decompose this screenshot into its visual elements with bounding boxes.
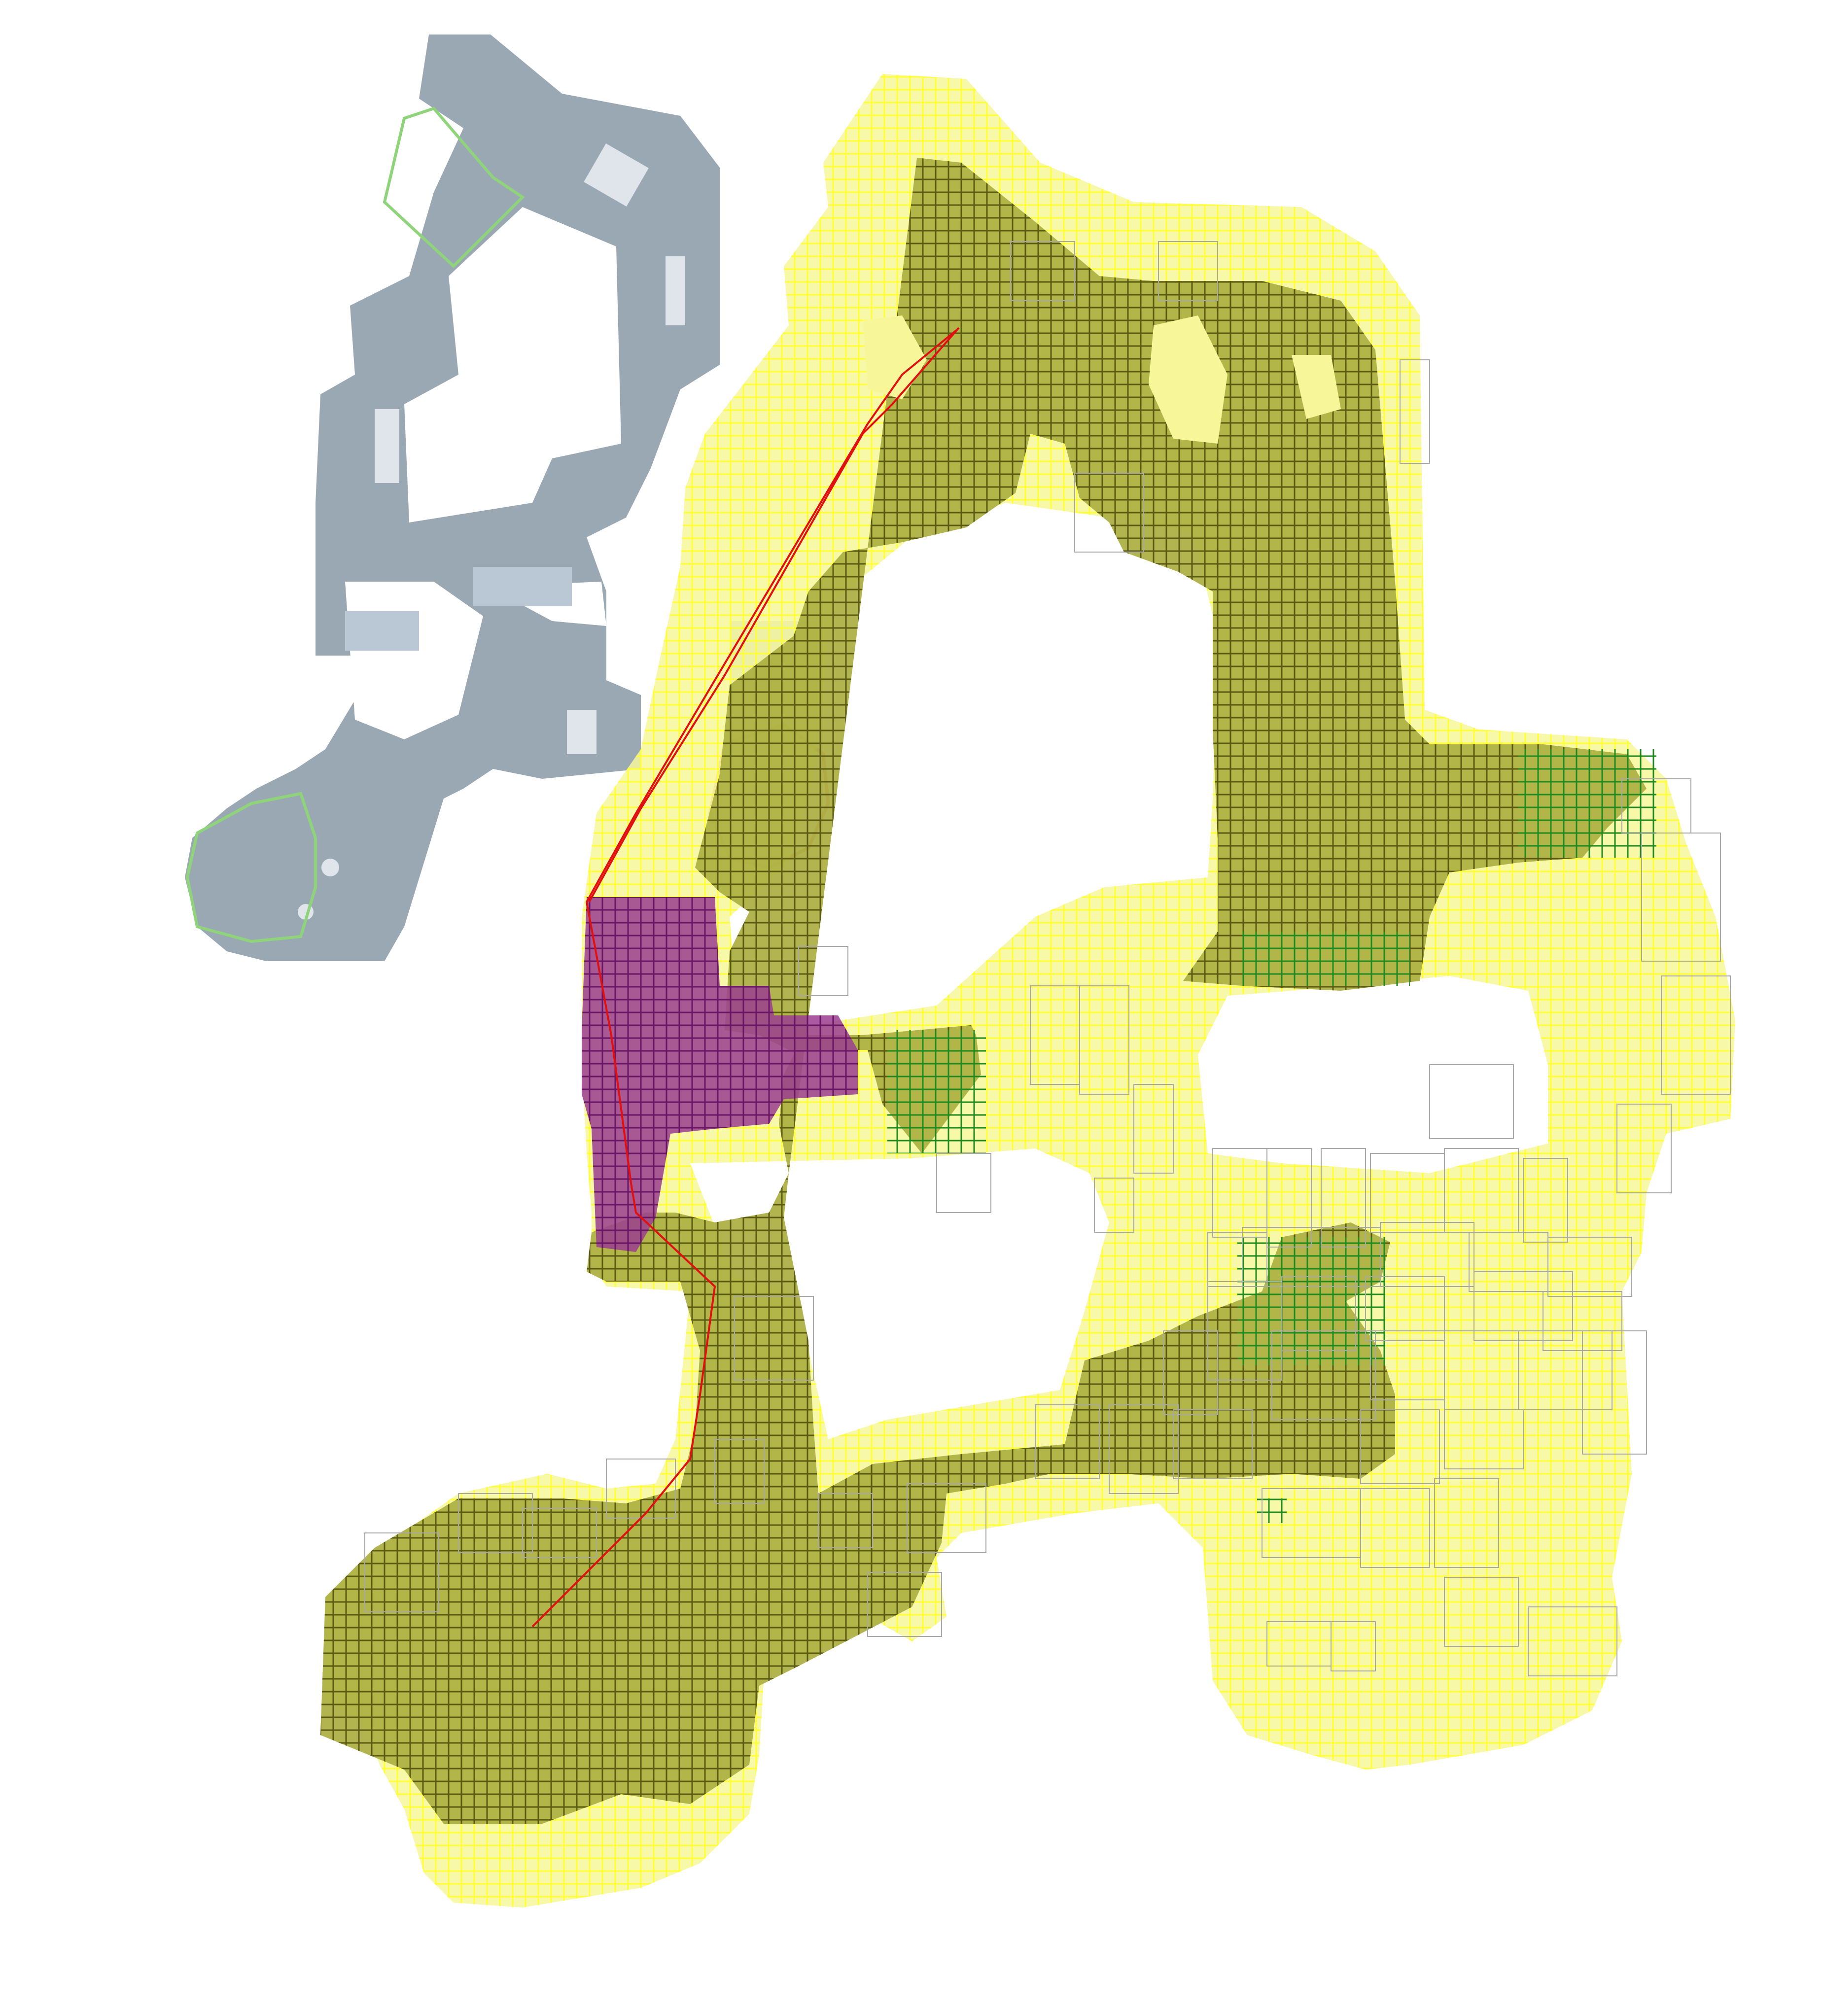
sector-outline <box>458 1493 533 1553</box>
sector-outline <box>818 1493 873 1548</box>
sector-outline <box>1528 1606 1617 1676</box>
sector-outline <box>734 1296 814 1381</box>
sector-outline <box>1360 1488 1430 1568</box>
sector-outline <box>1523 1158 1568 1243</box>
base-prop-1 <box>584 143 649 207</box>
sector-outline <box>1163 1330 1218 1415</box>
base-void-1 <box>404 207 621 522</box>
sector-outline <box>907 1483 986 1553</box>
sector-outline <box>1133 1084 1174 1174</box>
sector-outline <box>1547 1237 1632 1297</box>
sector-outline <box>1281 1276 1356 1351</box>
base-floor-light-2 <box>345 611 419 651</box>
sector-outline <box>1661 975 1731 1095</box>
sector-outline <box>1266 1148 1312 1248</box>
sector-outline <box>1582 1330 1647 1455</box>
base-prop-3 <box>666 256 685 325</box>
sector-outline <box>1173 1409 1253 1479</box>
nav-dark-hole-2 <box>863 315 927 399</box>
sector-outline <box>1158 241 1218 301</box>
green-cluster-2 <box>1242 932 1410 986</box>
sector-outline <box>1473 1271 1573 1341</box>
sector-outline <box>1035 1404 1100 1479</box>
sector-outline <box>1321 1148 1366 1248</box>
sector-outline <box>1074 473 1144 553</box>
green-cells-layer <box>887 749 1656 1523</box>
sector-outline <box>1434 1478 1499 1568</box>
nav-dark-hole-3 <box>1292 355 1341 419</box>
nav-dark-hole-1 <box>1149 315 1228 444</box>
sector-outline <box>1444 1409 1524 1469</box>
green-cluster-1 <box>1518 749 1656 858</box>
sector-outline <box>364 1532 439 1612</box>
sector-outline <box>1360 1409 1440 1484</box>
sector-outline <box>1429 1064 1514 1139</box>
sector-outline <box>1010 241 1075 301</box>
sector-outline <box>1518 1330 1613 1410</box>
sector-outline <box>1207 1232 1267 1287</box>
sector-outline <box>1400 359 1430 464</box>
sector-outline <box>1079 985 1129 1095</box>
nav-purple-grid <box>582 897 858 1252</box>
sector-outline <box>1641 833 1721 962</box>
agent-path-lower <box>531 902 716 1628</box>
sector-outline <box>936 1153 991 1213</box>
sector-outline <box>1109 1404 1179 1494</box>
agent-path-layer <box>531 327 960 1628</box>
sector-outline <box>714 1439 765 1504</box>
base-map-layer <box>185 35 830 961</box>
agent-path-upper-b <box>588 327 960 903</box>
sector-outline <box>522 1508 597 1558</box>
sector-outline <box>798 946 848 996</box>
sector-outline <box>1365 1276 1445 1341</box>
sector-outline <box>1271 1330 1376 1420</box>
spawn-outline-t <box>185 792 317 943</box>
sector-outline <box>1616 1104 1672 1193</box>
base-prop-2 <box>375 409 399 483</box>
sector-outline <box>1380 1222 1474 1287</box>
sector-outlines-layer <box>364 241 1731 1676</box>
highlighted-region-layer <box>582 897 858 1252</box>
green-cluster-4 <box>1237 1237 1385 1365</box>
spawn-outline-ct <box>383 106 525 269</box>
base-prop-5 <box>321 859 339 876</box>
agent-path-upper <box>586 329 957 903</box>
nav-dark-grid <box>320 158 1647 1824</box>
sector-outline <box>867 1572 942 1637</box>
base-prop-4 <box>567 710 596 754</box>
visited-cells-layer <box>320 158 1647 1824</box>
base-floor-light-3 <box>473 567 572 606</box>
green-cluster-3 <box>887 1030 986 1153</box>
sector-outline <box>1444 1577 1519 1647</box>
sector-outline <box>1094 1178 1134 1233</box>
sector-outline <box>1331 1621 1376 1671</box>
